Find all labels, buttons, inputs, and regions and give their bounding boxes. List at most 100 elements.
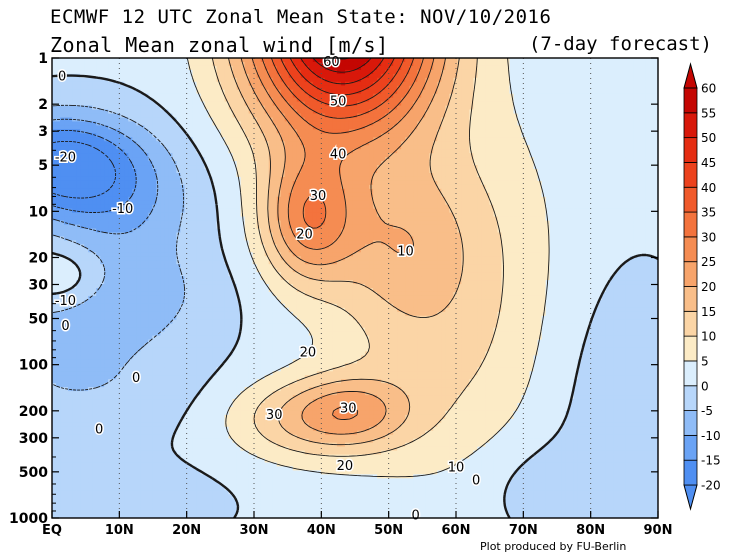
contour-label: 0 <box>411 509 419 524</box>
contour-label: 0 <box>61 319 69 334</box>
contour-label: 0 <box>132 371 140 386</box>
contour-label: 0 <box>472 473 480 488</box>
colorbar-label: 30 <box>701 230 716 244</box>
y-tick-label: 3 <box>38 124 48 140</box>
colorbar-label: 0 <box>701 379 709 393</box>
x-tick-label: 80N <box>576 523 605 538</box>
x-tick-label: 60N <box>442 523 471 538</box>
colorbar-label: 40 <box>701 181 716 195</box>
colorbar-min-arrow <box>683 484 698 511</box>
colorbar-label: 60 <box>701 82 716 96</box>
x-tick-label: EQ <box>42 523 62 538</box>
colorbar-swatch <box>683 286 698 312</box>
contour--20 <box>52 140 117 199</box>
colorbar-swatch <box>683 434 698 461</box>
colorbar-swatch <box>683 162 698 188</box>
y-tick-label: 300 <box>19 431 48 447</box>
colorbar-label: -5 <box>701 404 713 418</box>
contour-45 <box>289 58 395 96</box>
colorbar-swatch <box>683 360 698 387</box>
colorbar-label: 15 <box>701 305 716 319</box>
plot-credit: Plot produced by FU-Berlin <box>480 540 627 553</box>
contour-label: 10 <box>397 244 414 259</box>
colorbar-label: -10 <box>701 429 721 443</box>
colorbar-swatch <box>683 385 698 411</box>
contour-label: 40 <box>330 148 347 163</box>
chart-title: ECMWF 12 UTC Zonal Mean State: NOV/10/20… <box>50 6 552 28</box>
contour--5 <box>52 104 186 391</box>
colorbar-swatch <box>683 211 698 238</box>
chart-subtitle: Zonal Mean zonal wind [m/s] <box>50 33 389 57</box>
contour-25 <box>251 58 435 420</box>
contour-label: 0 <box>58 69 66 84</box>
contour-30 <box>261 58 424 229</box>
contour-label: -10 <box>55 294 76 309</box>
colorbar-swatch <box>683 410 698 436</box>
colorbar-label: 5 <box>701 354 709 368</box>
colorbar-label: -15 <box>701 454 721 468</box>
y-tick-label: 1 <box>38 51 48 67</box>
contour-0 <box>52 74 658 518</box>
contour-label: 30 <box>266 408 283 423</box>
plot-frame <box>51 57 659 519</box>
contour-label: 50 <box>330 95 347 110</box>
forecast-label: (7-day forecast) <box>528 33 712 55</box>
y-tick-label: 50 <box>29 312 49 328</box>
colorbar-swatch <box>683 112 698 139</box>
contour-label: 20 <box>337 459 354 474</box>
colorbar-label: 35 <box>701 206 716 220</box>
contour-20 <box>240 58 446 435</box>
x-tick-label: 40N <box>307 523 336 538</box>
colorbar: -20 -15 -10 -5 0 5 10 15 20 25 30 35 40 45 50 55 60 <box>683 62 721 511</box>
contour-35 <box>270 58 415 119</box>
colorbar-label: 25 <box>701 255 716 269</box>
contour--10 <box>52 118 159 235</box>
colorbar-label: 50 <box>701 131 716 145</box>
colorbar-swatch <box>683 261 698 287</box>
colorbar-label: 20 <box>701 280 716 294</box>
contour-label: 0 <box>95 422 103 437</box>
x-tick-label: 20N <box>172 523 201 538</box>
contour-label: 20 <box>296 228 313 243</box>
y-tick-label: 5 <box>38 158 48 174</box>
y-tick-label: 1000 <box>9 511 48 527</box>
colorbar-swatch <box>683 236 698 263</box>
x-tick-label: 70N <box>509 523 538 538</box>
x-tick-label: 10N <box>105 523 134 538</box>
contour-label: -20 <box>55 151 76 166</box>
y-tick-label: 100 <box>19 358 48 374</box>
colorbar-swatch <box>683 137 698 163</box>
colorbar-label: 10 <box>701 330 716 344</box>
contour-label: 30 <box>310 189 327 204</box>
contour-label: -10 <box>112 202 133 217</box>
axis-ticks: EQ 10N 20N 30N 40N 50N 60N 70N 80N 90N 1 2 3 5 10 20 30 5… <box>9 51 672 538</box>
x-tick-label: 90N <box>644 523 673 538</box>
y-tick-label: 500 <box>19 465 48 481</box>
colorbar-label: -20 <box>701 479 721 493</box>
colorbar-swatch <box>683 335 698 362</box>
contour-lines <box>52 58 658 518</box>
colorbar-label: 55 <box>701 106 716 120</box>
x-tick-label: 30N <box>240 523 269 538</box>
y-tick-label: 10 <box>29 204 49 220</box>
contour-5 <box>186 58 550 478</box>
contour-label: 10 <box>448 460 465 475</box>
y-tick-label: 20 <box>29 250 49 266</box>
grid-lines <box>118 58 592 518</box>
contour-label: 20 <box>300 345 317 360</box>
colorbar-swatch <box>683 310 698 337</box>
y-tick-label: 2 <box>38 97 48 113</box>
colorbar-swatch <box>683 87 698 114</box>
colorbar-max-arrow <box>683 62 698 89</box>
colorbar-swatch <box>683 459 698 486</box>
y-tick-label: 200 <box>19 404 48 420</box>
y-tick-label: 30 <box>29 277 49 293</box>
contour-label: 30 <box>340 401 357 416</box>
colorbar-label: 45 <box>701 156 716 170</box>
x-tick-label: 50N <box>374 523 403 538</box>
wind-field <box>52 58 658 518</box>
colorbar-swatch <box>683 186 698 213</box>
